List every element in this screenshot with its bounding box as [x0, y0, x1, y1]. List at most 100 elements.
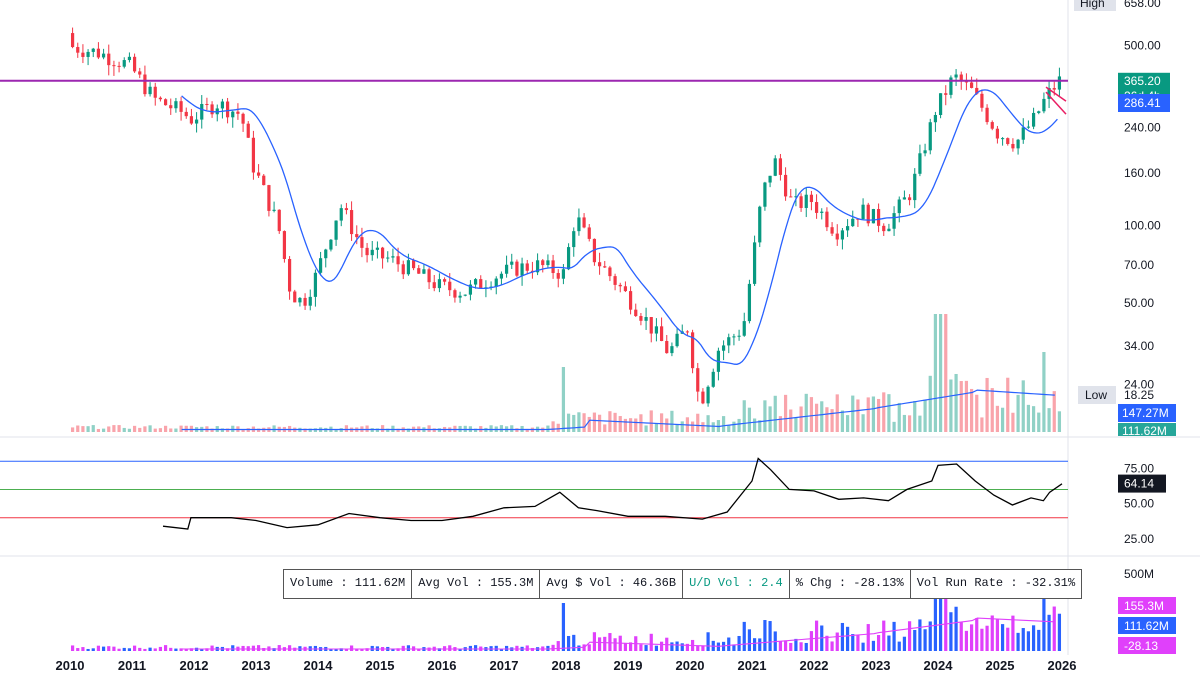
- volume-bar: [582, 413, 586, 432]
- candle-body: [287, 258, 292, 292]
- volume-bar: [752, 638, 757, 651]
- candle-body: [241, 113, 245, 124]
- volume-bar: [845, 626, 850, 651]
- candle-body: [721, 345, 726, 351]
- candle-body: [365, 247, 369, 256]
- candle-body: [380, 247, 385, 259]
- candle-body: [763, 182, 767, 207]
- volume-bar: [840, 410, 845, 432]
- candle-body: [902, 197, 907, 200]
- volume-bar: [980, 417, 984, 432]
- volume-bar: [628, 418, 633, 432]
- volume-bar: [1047, 614, 1051, 651]
- volume-bar: [995, 619, 1000, 651]
- volume-bar: [556, 641, 560, 651]
- candle-body: [654, 326, 659, 334]
- candle-body: [794, 196, 798, 198]
- volume-bar: [406, 645, 411, 651]
- volume-bar: [132, 645, 137, 651]
- volume-bar: [561, 603, 566, 651]
- candle-body: [778, 158, 783, 175]
- volume-bar: [768, 406, 772, 432]
- candle-body: [432, 282, 436, 289]
- candle-body: [391, 256, 395, 258]
- candle-body: [701, 391, 705, 404]
- candle-body: [572, 231, 576, 248]
- volume-bar: [70, 427, 75, 432]
- volume-bar: [835, 632, 839, 651]
- volume-bar: [876, 398, 881, 432]
- rsi-tick-label: 25.00: [1124, 532, 1154, 546]
- volume-bar: [902, 414, 907, 432]
- volume-bar: [696, 413, 700, 432]
- volume-bar: [768, 621, 772, 651]
- volume-bar: [329, 648, 333, 651]
- volume-bar: [163, 425, 168, 432]
- volume-bar: [210, 645, 214, 651]
- candle-body: [758, 206, 762, 243]
- candle-body: [871, 209, 876, 224]
- volume-bar: [933, 314, 938, 432]
- volume-bar: [417, 648, 421, 651]
- volume-bar: [866, 397, 870, 432]
- candle-body: [851, 218, 855, 227]
- volume-bar: [572, 634, 576, 651]
- candle-body: [81, 52, 85, 57]
- volume-bar: [437, 648, 442, 651]
- volume-pane-tag: [1118, 617, 1176, 634]
- date-tick-label: 2024: [924, 658, 954, 673]
- volume-bar: [830, 641, 834, 651]
- volume-bar: [349, 645, 354, 651]
- candle-body: [194, 119, 199, 124]
- volume-bar: [76, 648, 80, 651]
- volume-bar: [778, 641, 783, 651]
- candle-body: [132, 56, 137, 72]
- candle-body: [959, 74, 963, 82]
- candle-body: [990, 122, 994, 129]
- volume-bar: [825, 407, 829, 432]
- candle-body: [773, 158, 777, 176]
- trendline: [1045, 91, 1067, 115]
- volume-bar: [101, 428, 106, 432]
- candle-body: [453, 290, 457, 298]
- candle-body: [551, 260, 555, 274]
- candle-body: [463, 294, 467, 296]
- candle-body: [1000, 138, 1005, 140]
- volume-bar: [396, 648, 400, 651]
- candle-body: [866, 204, 870, 224]
- candle-body: [985, 107, 989, 123]
- volume-bar: [432, 428, 436, 432]
- volume-bar: [763, 620, 767, 651]
- candle-body: [876, 209, 881, 226]
- stat-ud-vol: U/D Vol : 2.4: [683, 570, 790, 598]
- volume-bar: [623, 643, 628, 651]
- volume-bar: [706, 415, 710, 432]
- candle-body: [706, 386, 710, 404]
- volume-bar: [1026, 404, 1031, 432]
- candle-body: [153, 86, 157, 98]
- volume-bar: [654, 424, 659, 432]
- candle-body: [546, 260, 550, 266]
- candle-body: [334, 220, 338, 240]
- volume-bar: [907, 621, 912, 651]
- rsi-pane: [0, 457, 1068, 530]
- volume-bar: [882, 620, 886, 651]
- candle-body: [494, 278, 498, 287]
- volume-bar: [752, 418, 757, 432]
- volume-bar: [721, 416, 726, 432]
- candle-body: [375, 247, 380, 250]
- volume-bar: [525, 645, 529, 651]
- volume-bar: [174, 428, 178, 432]
- candle-body: [913, 173, 917, 201]
- volume-bar: [618, 416, 622, 432]
- candle-body: [344, 208, 349, 211]
- candle-body: [783, 174, 788, 197]
- candle-body: [964, 81, 969, 83]
- volume-bar: [566, 413, 571, 432]
- volume-bar: [515, 645, 519, 651]
- stat-vol-run-rate: Vol Run Rate : -32.31%: [916, 576, 1076, 590]
- candle-body: [954, 74, 958, 78]
- volume-bar: [148, 425, 152, 432]
- candle-body: [231, 111, 235, 118]
- candle-body: [938, 93, 943, 116]
